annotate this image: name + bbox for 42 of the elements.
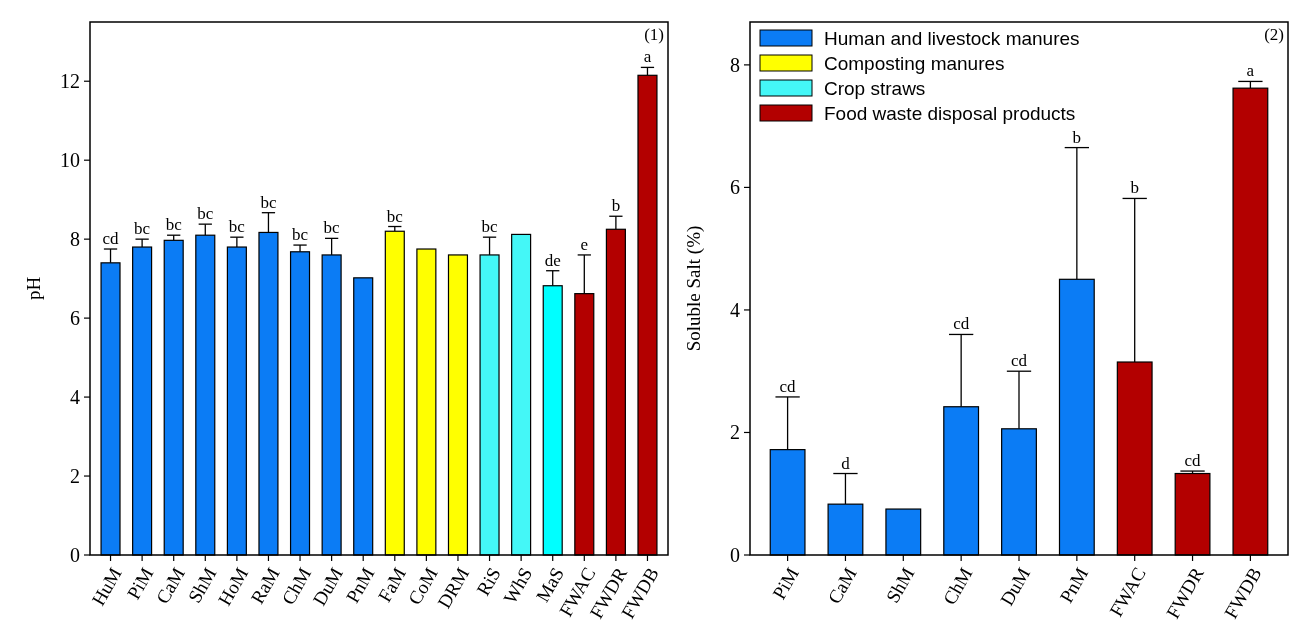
annotation: bc <box>260 192 277 212</box>
annotation: bc <box>197 204 214 224</box>
annotation: cd <box>102 229 120 249</box>
annotation: bc <box>165 215 183 235</box>
annotation: b <box>1072 127 1082 147</box>
annotation: a <box>1246 61 1255 81</box>
annotation: cd <box>1010 351 1028 371</box>
y-tick-label: 0 <box>730 544 740 566</box>
y-tick-label: 12 <box>60 70 80 93</box>
y-tick-label: 6 <box>730 176 740 199</box>
y-tick-label: 2 <box>70 465 80 488</box>
y-tick-label: 8 <box>730 53 740 76</box>
y-axis-title: Soluble Salt (%) <box>683 225 705 352</box>
y-axis-title: pH <box>23 276 44 301</box>
annotation: bc <box>292 225 309 245</box>
annotation: b <box>611 196 621 216</box>
annotation: (2) <box>1264 25 1284 44</box>
annotation: bc <box>323 218 341 238</box>
legend-label: Crop straws <box>824 77 926 99</box>
legend-label: Food waste disposal products <box>824 102 1076 124</box>
y-tick-label: 4 <box>70 386 80 409</box>
annotation: cd <box>1184 451 1202 471</box>
legend-label: Human and livestock manures <box>824 27 1080 49</box>
annotation: cd <box>779 376 797 396</box>
annotation: b <box>1130 178 1139 198</box>
annotation: cd <box>953 314 970 334</box>
annotation: d <box>841 453 851 473</box>
y-tick-label: 0 <box>70 544 80 566</box>
y-tick-label: 6 <box>70 307 80 330</box>
y-tick-label: 10 <box>60 149 80 172</box>
y-tick-label: 2 <box>730 421 740 444</box>
annotation: de <box>544 250 561 270</box>
annotation: a <box>643 47 652 67</box>
y-tick-label: 4 <box>730 298 740 321</box>
annotation: (1) <box>644 25 664 44</box>
annotation: e <box>580 234 589 254</box>
annotation: bc <box>481 217 499 237</box>
y-tick-label: 8 <box>70 228 80 251</box>
annotation: bc <box>134 219 151 239</box>
annotation: bc <box>228 217 246 237</box>
legend-label: Composting manures <box>824 52 1005 74</box>
annotation: bc <box>386 206 404 226</box>
